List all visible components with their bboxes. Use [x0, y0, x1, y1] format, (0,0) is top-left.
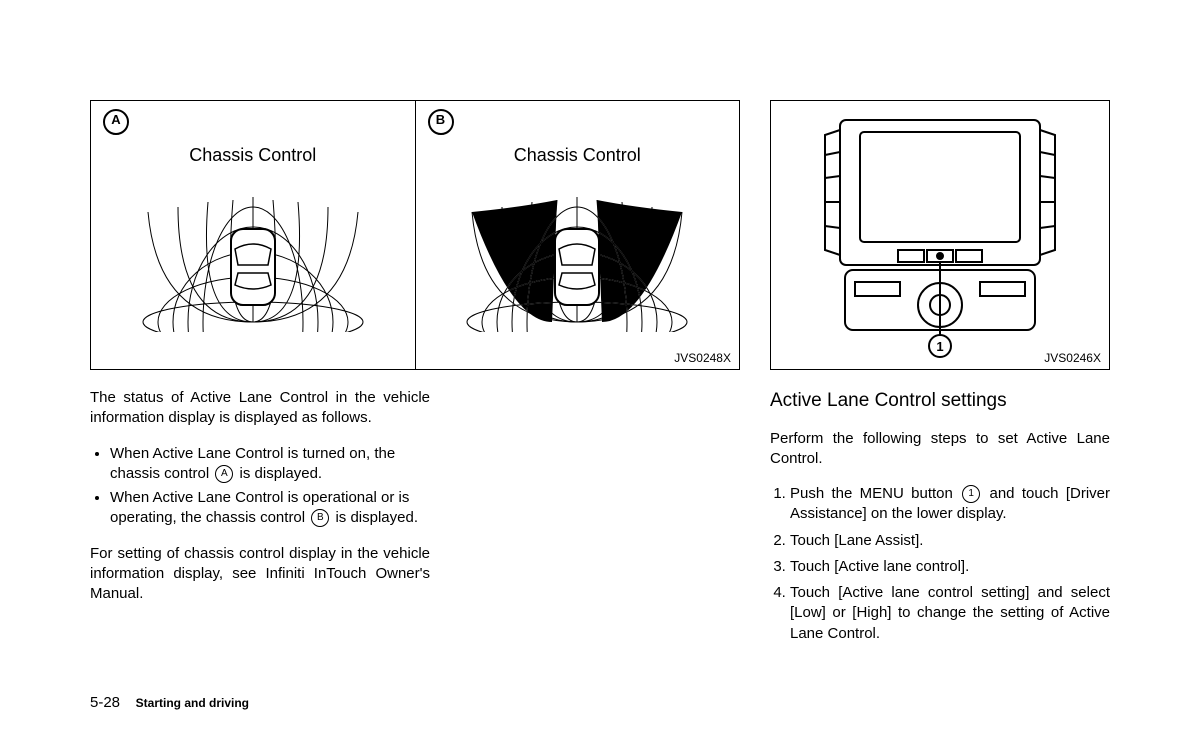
- panel-label-a: A: [103, 109, 129, 135]
- step-1: Push the MENU button 1 and touch [Driver…: [790, 484, 1110, 525]
- section-title: Active Lane Control settings: [770, 388, 1110, 414]
- figure-code-right: JVS0246X: [1044, 351, 1101, 365]
- right-intro: Perform the following steps to set Activ…: [770, 429, 1110, 470]
- panel-title-b: Chassis Control: [514, 145, 641, 166]
- left-intro: The status of Active Lane Control in the…: [90, 388, 430, 429]
- panel-title-a: Chassis Control: [189, 145, 316, 166]
- figure-code-left: JVS0248X: [674, 351, 731, 365]
- step-3: Touch [Active lane control].: [790, 557, 1110, 577]
- callout-1-text: 1: [936, 339, 943, 354]
- inline-label-b: B: [311, 509, 329, 527]
- inline-label-a: A: [215, 465, 233, 483]
- steps-list: Push the MENU button 1 and touch [Driver…: [770, 484, 1110, 644]
- figure-chassis-control: A Chassis Control: [90, 100, 740, 370]
- page-number: 5-28: [90, 694, 120, 711]
- step-4: Touch [Active lane control setting] and …: [790, 583, 1110, 644]
- grid-car-icon-a: [138, 172, 368, 332]
- figure-console: 1 JVS0246X: [770, 100, 1110, 370]
- grid-car-icon-b: [462, 172, 692, 332]
- left-bullets: When Active Lane Control is turned on, t…: [90, 444, 430, 529]
- left-body-text: The status of Active Lane Control in the…: [90, 388, 430, 604]
- inline-callout-1: 1: [962, 485, 980, 503]
- figure-panel-a: A Chassis Control: [91, 101, 415, 369]
- bullet-b: When Active Lane Control is operational …: [110, 488, 430, 529]
- section-name: Starting and driving: [136, 696, 249, 710]
- figure-panel-b: B Chassis Control: [415, 101, 740, 369]
- right-body-text: Active Lane Control settings Perform the…: [770, 388, 1110, 644]
- step-2: Touch [Lane Assist].: [790, 531, 1110, 551]
- left-outro: For setting of chassis control display i…: [90, 544, 430, 605]
- page-footer: 5-28 Starting and driving: [90, 694, 249, 711]
- bullet-a: When Active Lane Control is turned on, t…: [110, 444, 430, 485]
- console-icon: 1: [790, 110, 1090, 360]
- panel-label-b: B: [428, 109, 454, 135]
